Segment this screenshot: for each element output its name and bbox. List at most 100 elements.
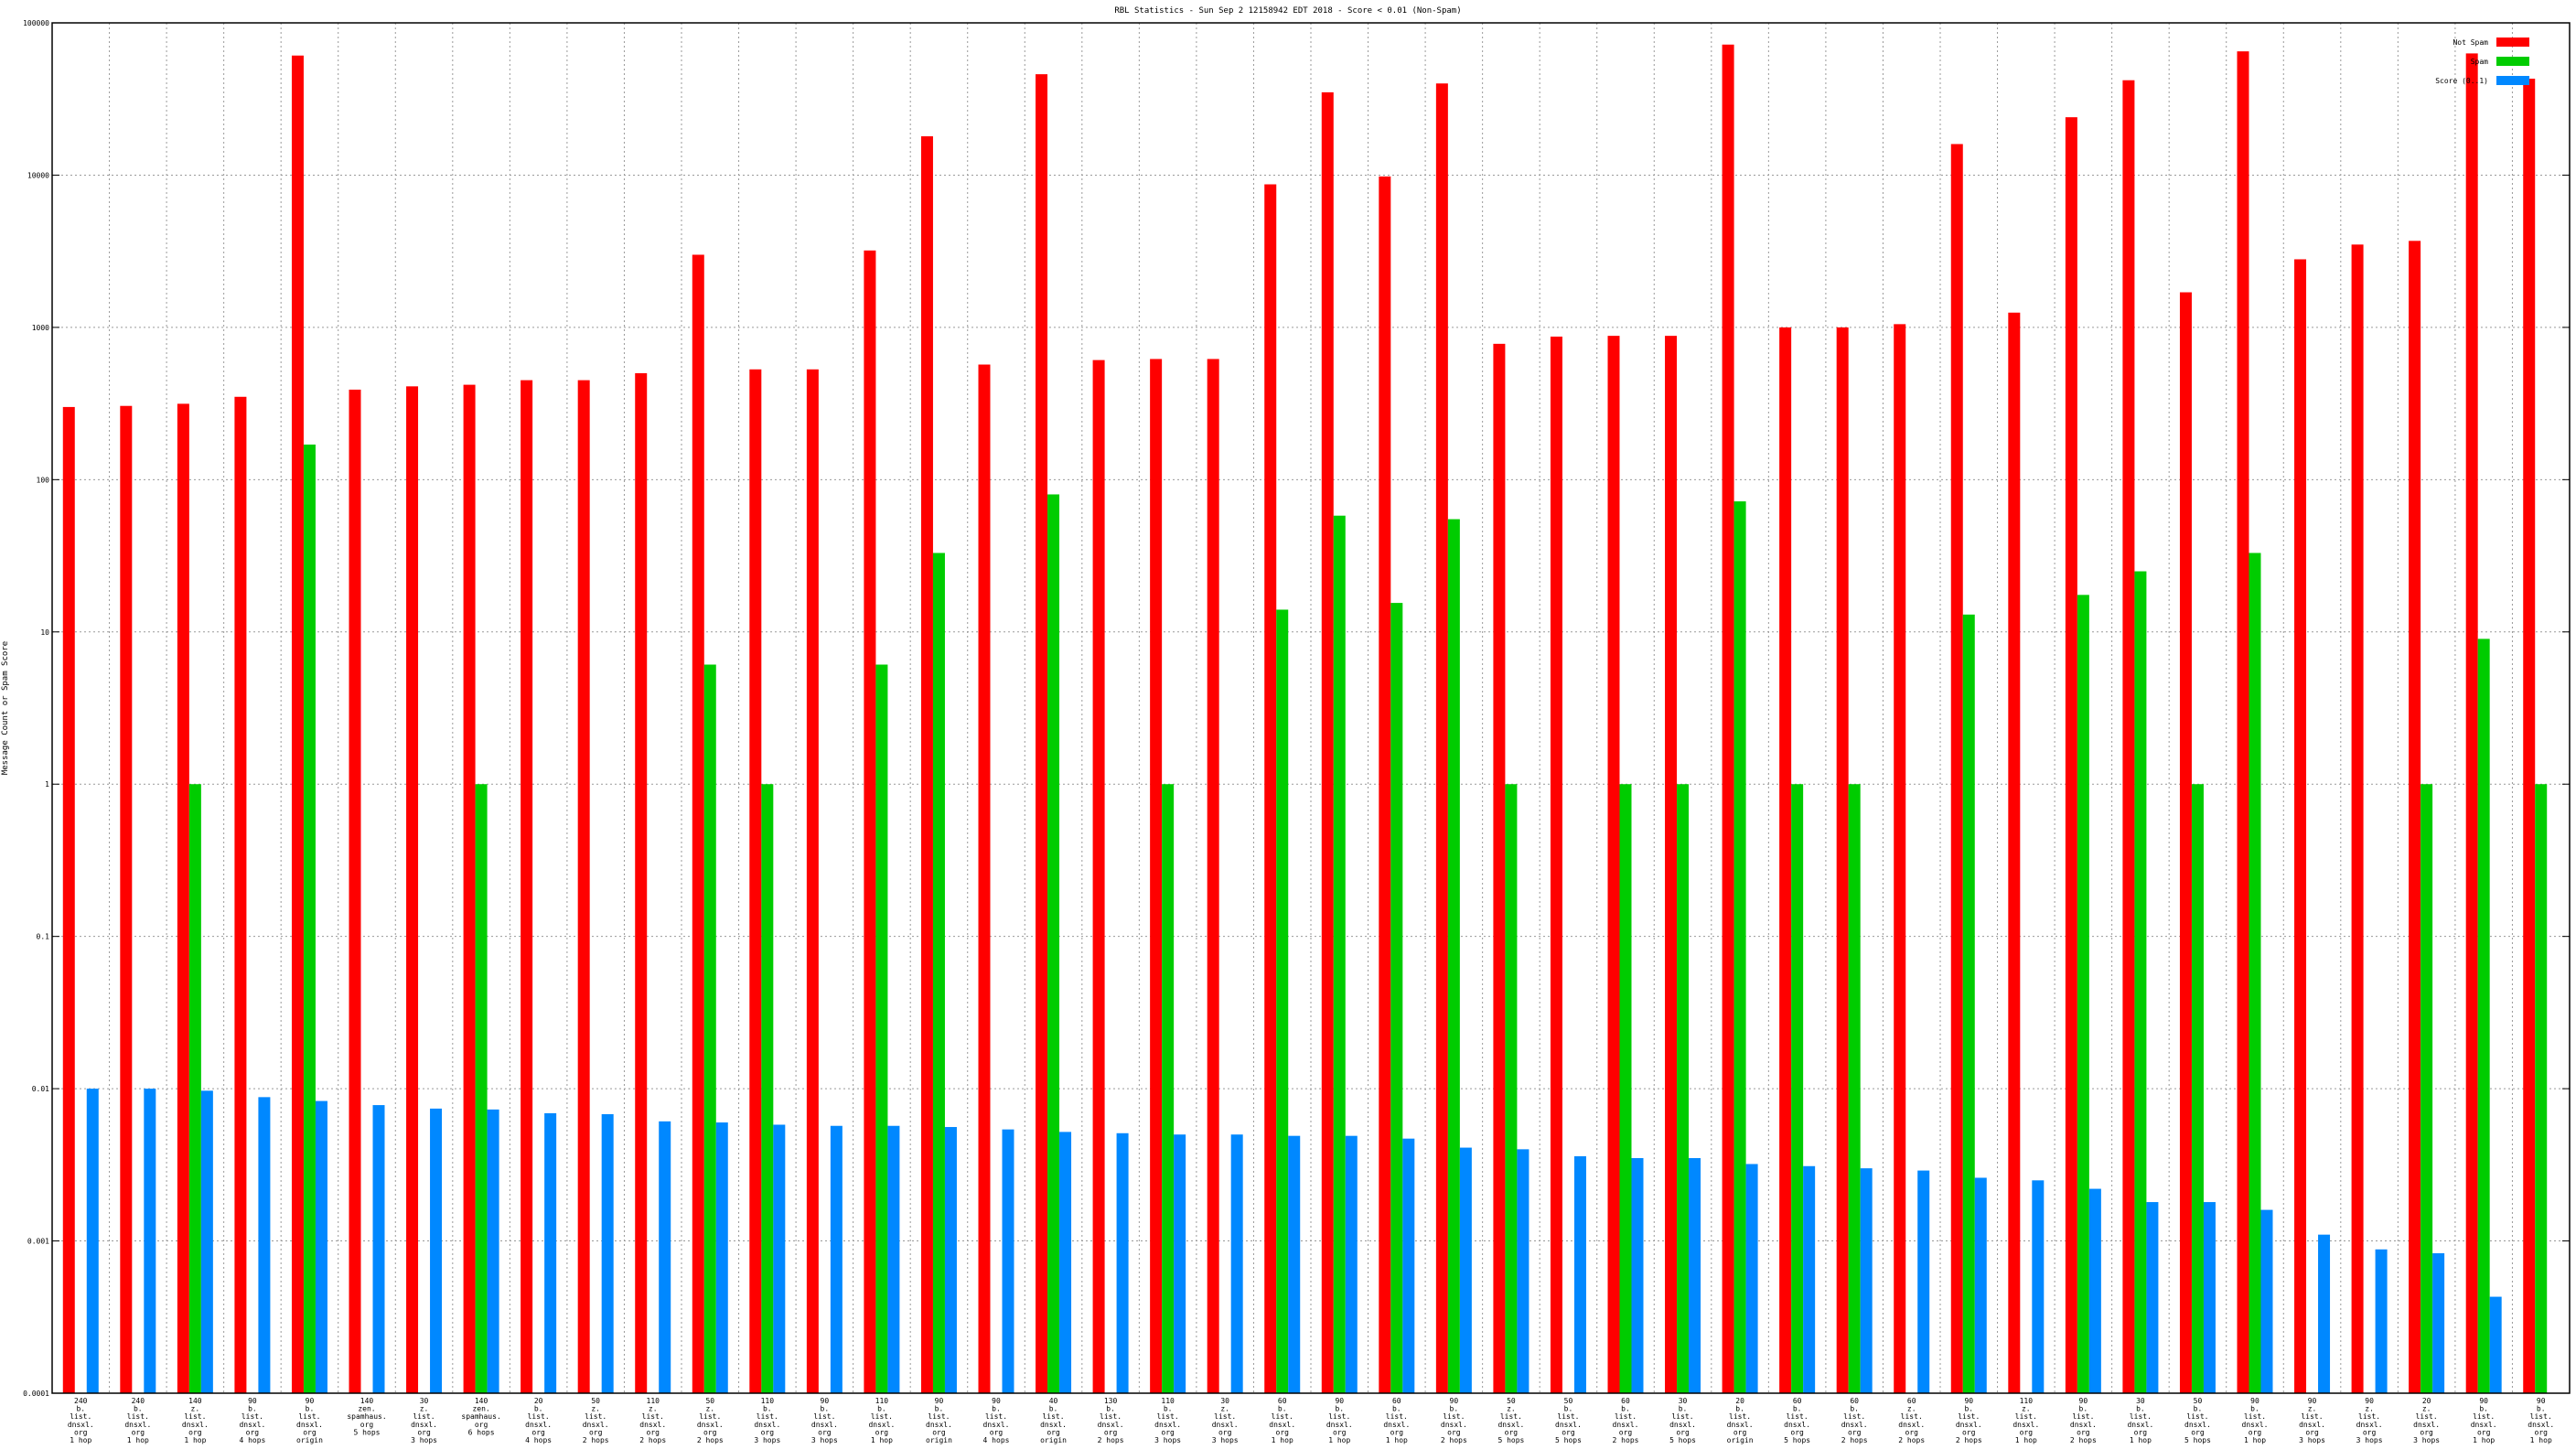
bar-not-spam (1950, 144, 1963, 1393)
bar-score-0-1 (2375, 1249, 2388, 1393)
category-labels: 240 b. list. dnsxl. org 1 hop 240 b. list. dnsxl.… (68, 1397, 2554, 1444)
category-label: 90 b. list. dnsxl. org 2 hops (2070, 1397, 2097, 1444)
category-label: 110 z. list. dnsxl. org 1 hop (2012, 1397, 2039, 1444)
bar-not-spam (920, 135, 933, 1393)
category-label: 90 b. list. dnsxl. org 4 hops (983, 1397, 1010, 1444)
category-label: 20 b. list. dnsxl. org 4 hops (525, 1397, 552, 1444)
category-label: 110 b. list. dnsxl. org 3 hops (754, 1397, 780, 1444)
bar-spam (2420, 784, 2433, 1393)
category-label: 60 z. list. dnsxl. org 2 hops (1898, 1397, 1925, 1444)
bar-spam (1619, 784, 1632, 1393)
bar-score-0-1 (887, 1125, 900, 1393)
category-label: 140 zen. spamhaus. org 6 hops (461, 1397, 500, 1436)
bar-not-spam (120, 405, 133, 1393)
category-label: 90 b. list. dnsxl. org 1 hop (2528, 1397, 2554, 1444)
category-label: 30 b. list. dnsxl. org 1 hop (2127, 1397, 2153, 1444)
legend-swatch (2496, 57, 2529, 66)
y-tick-label: 10000 (27, 171, 49, 179)
category-label: 20 z. list. dnsxl. org 3 hops (2413, 1397, 2440, 1444)
category-label: 30 z. list. dnsxl. org 3 hops (1212, 1397, 1239, 1444)
bar-score-0-1 (659, 1121, 671, 1393)
bar-not-spam (2409, 241, 2421, 1393)
bar-score-0-1 (372, 1105, 385, 1393)
bar-not-spam (2294, 259, 2307, 1393)
bar-spam (475, 784, 488, 1393)
bar-not-spam (577, 380, 590, 1393)
bar-spam (1390, 603, 1403, 1393)
legend-label: Spam (2471, 58, 2488, 66)
category-label: 90 b. list. dnsxl. org 1 hop (2242, 1397, 2269, 1444)
bar-not-spam (1894, 324, 1906, 1393)
bar-marks (62, 44, 2548, 1394)
category-label: 240 b. list. dnsxl. org 1 hop (68, 1397, 94, 1444)
bar-score-0-1 (715, 1122, 728, 1393)
bar-not-spam (2351, 244, 2364, 1393)
bar-score-0-1 (1517, 1149, 1530, 1393)
bar-spam (875, 664, 888, 1393)
legend-label: Score (0..1) (2435, 77, 2488, 85)
category-label: 90 b. list. dnsxl. org 2 hops (1441, 1397, 1467, 1444)
bar-not-spam (1092, 360, 1105, 1394)
bar-score-0-1 (1974, 1177, 1987, 1393)
bar-not-spam (1321, 91, 1334, 1394)
bar-not-spam (1665, 336, 1678, 1394)
bar-score-0-1 (1402, 1138, 1415, 1393)
bar-not-spam (1722, 44, 1734, 1393)
bar-not-spam (1607, 336, 1620, 1394)
bar-not-spam (2008, 312, 2021, 1393)
bar-spam (1447, 519, 1460, 1393)
y-tick-label: 0.01 (32, 1085, 49, 1093)
bar-score-0-1 (1745, 1164, 1758, 1393)
bar-spam (188, 784, 201, 1393)
bar-score-0-1 (1002, 1129, 1014, 1393)
bar-not-spam (62, 406, 75, 1393)
bar-not-spam (1550, 336, 1562, 1393)
y-tick-label: 0.001 (27, 1238, 49, 1246)
legend-swatch (2496, 76, 2529, 85)
category-label: 20 b. list. dnsxl. org origin (1727, 1397, 1754, 1444)
bar-not-spam (1207, 359, 1219, 1394)
bar-not-spam (291, 55, 304, 1393)
bar-spam (2477, 639, 2490, 1393)
bar-score-0-1 (601, 1113, 614, 1393)
bar-score-0-1 (1459, 1147, 1472, 1393)
category-label: 50 z. list. dnsxl. org 5 hops (1497, 1397, 1524, 1444)
bar-not-spam (2523, 79, 2536, 1394)
bar-spam (1333, 515, 1346, 1393)
bar-not-spam (349, 389, 361, 1394)
bar-not-spam (1779, 327, 1792, 1393)
bar-spam (932, 553, 945, 1393)
category-label: 90 b. list. dnsxl. org 1 hop (2471, 1397, 2497, 1444)
bar-score-0-1 (144, 1089, 156, 1393)
bar-spam (761, 784, 774, 1393)
bar-spam (2249, 553, 2261, 1393)
bar-score-0-1 (487, 1109, 499, 1393)
bar-score-0-1 (200, 1090, 213, 1393)
bar-score-0-1 (1573, 1155, 1586, 1393)
category-label: 240 b. list. dnsxl. org 1 hop (124, 1397, 151, 1444)
bar-not-spam (521, 380, 533, 1393)
bar-score-0-1 (2088, 1188, 2101, 1393)
bar-score-0-1 (1860, 1168, 1873, 1393)
bar-score-0-1 (773, 1124, 786, 1393)
bar-score-0-1 (2318, 1234, 2331, 1393)
bar-not-spam (749, 369, 762, 1394)
category-label: 90 b. list. dnsxl. org 1 hop (1326, 1397, 1353, 1444)
bar-not-spam (1836, 327, 1849, 1393)
bar-not-spam (1264, 184, 1277, 1394)
bar-not-spam (2179, 292, 2192, 1393)
category-label: 90 b. list. dnsxl. org 3 hops (811, 1397, 838, 1444)
bar-not-spam (177, 403, 189, 1393)
bar-score-0-1 (258, 1097, 271, 1393)
bar-not-spam (635, 372, 648, 1393)
category-label: 140 zen. spamhaus. org 5 hops (347, 1397, 386, 1436)
category-label: 110 b. list. dnsxl. org 3 hops (1154, 1397, 1181, 1444)
bar-spam (1047, 494, 1060, 1393)
bar-score-0-1 (1059, 1132, 1072, 1393)
y-axis-label: Message Count or Spam Score (1, 641, 10, 775)
bar-spam (1733, 501, 1746, 1393)
category-label: 90 b. list. dnsxl. org 4 hops (239, 1397, 265, 1444)
bar-not-spam (692, 254, 704, 1393)
legend-swatch (2496, 38, 2529, 47)
